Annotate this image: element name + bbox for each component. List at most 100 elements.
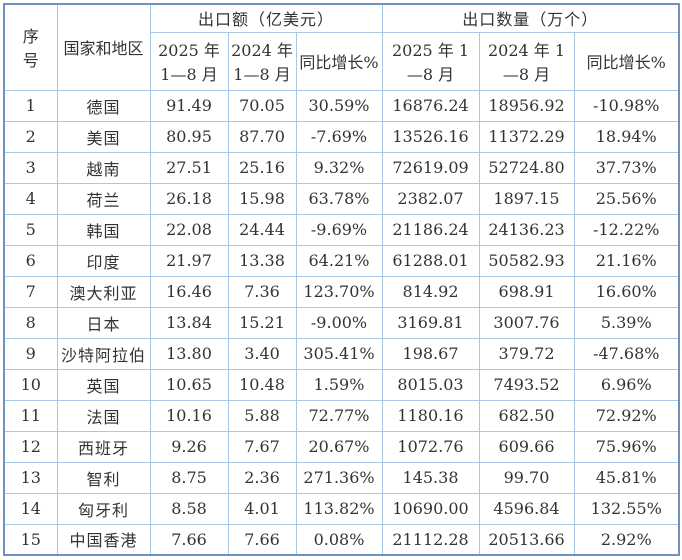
country-cell: 法国 — [56, 399, 151, 432]
table-row: 2 美国 80.95 87.70 -7.69% 13526.16 11372.29 18.94… — [3, 120, 680, 153]
qty-yoy-cell: 5.39% — [573, 306, 680, 339]
value-yoy-cell: 113.82% — [295, 492, 383, 525]
value-yoy-cell: -7.69% — [295, 120, 383, 153]
qty-2025-cell: 198.67 — [381, 337, 480, 370]
qty-2025-cell: 145.38 — [381, 461, 480, 494]
country-cell: 英国 — [56, 368, 151, 401]
value-2024-cell: 7.66 — [227, 523, 297, 556]
value-2025-cell: 8.75 — [149, 461, 229, 494]
qty-yoy-cell: 18.94% — [573, 120, 680, 153]
value-yoy-cell: 72.77% — [295, 399, 383, 432]
qty-2024-cell: 50582.93 — [478, 244, 575, 277]
value-yoy-cell: 1.59% — [295, 368, 383, 401]
qty-2024-cell: 24136.23 — [478, 213, 575, 246]
qty-2025-cell: 21186.24 — [381, 213, 480, 246]
value-2025-cell: 91.49 — [149, 89, 229, 122]
qty-2025-cell: 13526.16 — [381, 120, 480, 153]
table-row: 3 越南 27.51 25.16 9.32% 72619.09 52724.80 37.73% — [3, 151, 680, 184]
country-cell: 美国 — [56, 120, 151, 153]
qty-2024-cell: 698.91 — [478, 275, 575, 308]
qty-yoy-cell: 132.55% — [573, 492, 680, 525]
value-yoy-cell: 305.41% — [295, 337, 383, 370]
country-cell: 越南 — [56, 151, 151, 184]
value-2025-cell: 13.80 — [149, 337, 229, 370]
value-2024-cell: 7.36 — [227, 275, 297, 308]
serial-cell: 5 — [3, 213, 58, 246]
qty-2025-cell: 1072.76 — [381, 430, 480, 463]
serial-cell: 14 — [3, 492, 58, 525]
export-statistics-table: 序 号 国家和地区 出口额（亿美元） 出口数量（万个） 2025 年 1—8 月… — [3, 3, 681, 556]
value-2024-cell: 10.48 — [227, 368, 297, 401]
value-2024-cell: 3.40 — [227, 337, 297, 370]
table-row: 8 日本 13.84 15.21 -9.00% 3169.81 3007.76 5.39% — [3, 306, 680, 339]
country-cell: 荷兰 — [56, 182, 151, 215]
value-yoy-cell: 20.67% — [295, 430, 383, 463]
value-yoy-cell: -9.69% — [295, 213, 383, 246]
table-row: 12 西班牙 9.26 7.67 20.67% 1072.76 609.66 75.96% — [3, 430, 680, 463]
value-2025-cell: 27.51 — [149, 151, 229, 184]
header-qty-2024: 2024 年 1 —8 月 — [478, 31, 575, 91]
qty-2024-cell: 4596.84 — [478, 492, 575, 525]
value-2024-cell: 4.01 — [227, 492, 297, 525]
qty-2024-cell: 99.70 — [478, 461, 575, 494]
country-cell: 智利 — [56, 461, 151, 494]
value-2025-cell: 22.08 — [149, 213, 229, 246]
serial-cell: 9 — [3, 337, 58, 370]
value-2025-cell: 13.84 — [149, 306, 229, 339]
serial-cell: 6 — [3, 244, 58, 277]
value-2024-cell: 15.21 — [227, 306, 297, 339]
value-yoy-cell: 30.59% — [295, 89, 383, 122]
serial-cell: 7 — [3, 275, 58, 308]
qty-2025-cell: 72619.09 — [381, 151, 480, 184]
value-2024-cell: 5.88 — [227, 399, 297, 432]
serial-cell: 11 — [3, 399, 58, 432]
value-2025-cell: 10.65 — [149, 368, 229, 401]
table-row: 15 中国香港 7.66 7.66 0.08% 21112.28 20513.66 2.92% — [3, 523, 680, 556]
value-2025-cell: 8.58 — [149, 492, 229, 525]
header-qty-2025: 2025 年 1 —8 月 — [381, 31, 480, 91]
table-row: 10 英国 10.65 10.48 1.59% 8015.03 7493.52 6.96% — [3, 368, 680, 401]
country-cell: 印度 — [56, 244, 151, 277]
value-2024-cell: 2.36 — [227, 461, 297, 494]
country-cell: 西班牙 — [56, 430, 151, 463]
qty-yoy-cell: -47.68% — [573, 337, 680, 370]
table-row: 9 沙特阿拉伯 13.80 3.40 305.41% 198.67 379.72 -47.68… — [3, 337, 680, 370]
qty-yoy-cell: 37.73% — [573, 151, 680, 184]
qty-2024-cell: 20513.66 — [478, 523, 575, 556]
value-2024-cell: 15.98 — [227, 182, 297, 215]
serial-cell: 8 — [3, 306, 58, 339]
country-cell: 韩国 — [56, 213, 151, 246]
country-cell: 德国 — [56, 89, 151, 122]
qty-2025-cell: 61288.01 — [381, 244, 480, 277]
value-2025-cell: 16.46 — [149, 275, 229, 308]
qty-2025-cell: 16876.24 — [381, 89, 480, 122]
qty-yoy-cell: 72.92% — [573, 399, 680, 432]
value-2025-cell: 26.18 — [149, 182, 229, 215]
table-body: 1 德国 91.49 70.05 30.59% 16876.24 18956.92 -10.9… — [3, 89, 680, 556]
value-yoy-cell: 63.78% — [295, 182, 383, 215]
header-country: 国家和地区 — [56, 3, 151, 91]
value-2024-cell: 70.05 — [227, 89, 297, 122]
qty-2025-cell: 8015.03 — [381, 368, 480, 401]
qty-2025-cell: 2382.07 — [381, 182, 480, 215]
qty-yoy-cell: 25.56% — [573, 182, 680, 215]
country-cell: 中国香港 — [56, 523, 151, 556]
header-serial: 序 号 — [3, 3, 58, 91]
table-row: 6 印度 21.97 13.38 64.21% 61288.01 50582.93 21.16… — [3, 244, 680, 277]
country-cell: 澳大利亚 — [56, 275, 151, 308]
qty-yoy-cell: 21.16% — [573, 244, 680, 277]
value-2025-cell: 7.66 — [149, 523, 229, 556]
serial-cell: 1 — [3, 89, 58, 122]
serial-cell: 10 — [3, 368, 58, 401]
qty-2025-cell: 1180.16 — [381, 399, 480, 432]
value-2025-cell: 80.95 — [149, 120, 229, 153]
header-value-yoy: 同比增长% — [295, 31, 383, 91]
table-row: 5 韩国 22.08 24.44 -9.69% 21186.24 24136.23 -12.2… — [3, 213, 680, 246]
qty-yoy-cell: 45.81% — [573, 461, 680, 494]
qty-2024-cell: 609.66 — [478, 430, 575, 463]
value-yoy-cell: 9.32% — [295, 151, 383, 184]
table-row: 14 匈牙利 8.58 4.01 113.82% 10690.00 4596.84 132.5… — [3, 492, 680, 525]
qty-2024-cell: 3007.76 — [478, 306, 575, 339]
country-cell: 日本 — [56, 306, 151, 339]
